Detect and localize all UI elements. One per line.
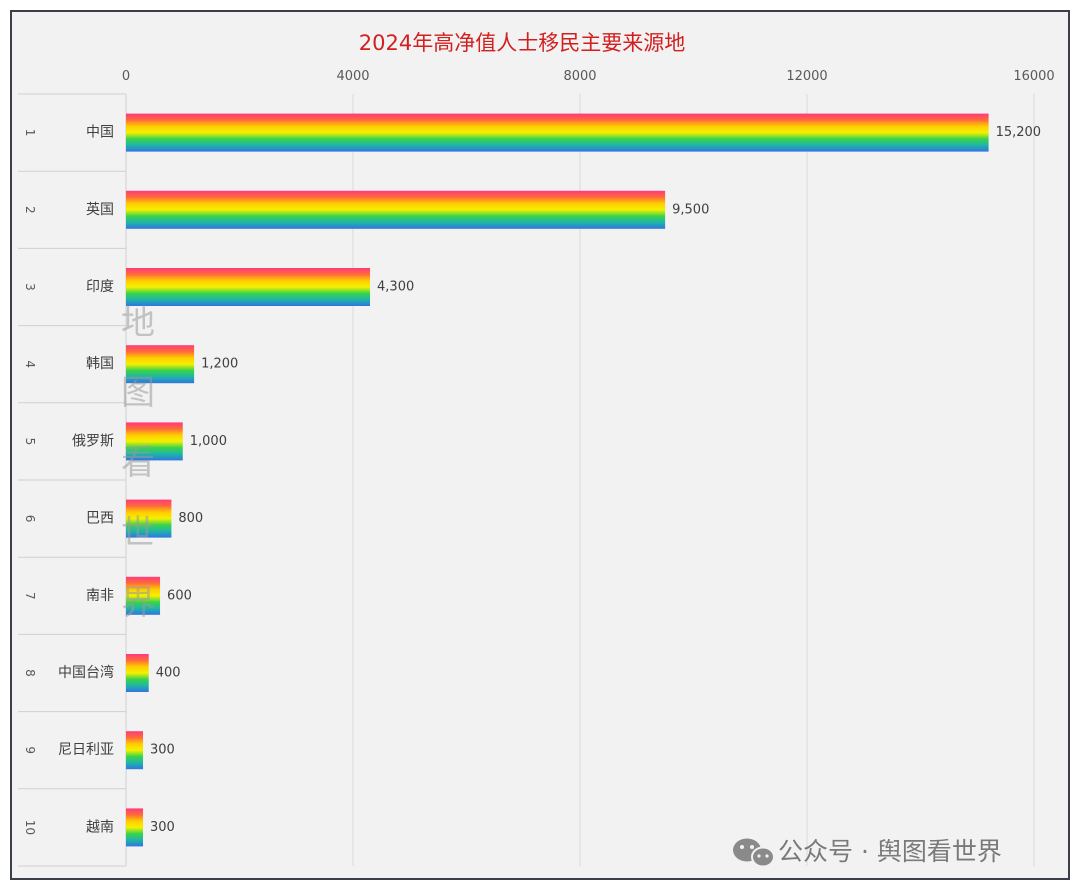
value-label: 1,200: [201, 357, 238, 372]
x-tick-label: 0: [122, 69, 130, 84]
watermark-char: 界: [121, 583, 155, 623]
rank-label: 5: [23, 438, 37, 446]
bar: [126, 576, 161, 615]
bar: [126, 345, 195, 384]
value-label: 800: [178, 511, 203, 526]
rank-label: 9: [23, 746, 37, 754]
rank-label: 3: [23, 283, 37, 291]
watermark-char: 世: [121, 513, 155, 553]
footer-text: 公众号 · 舆图看世界: [778, 837, 1002, 866]
bar-chart: 2024年高净值人士移民主要来源地 0 4000 8000 12000 16000 1 中…: [18, 31, 1055, 868]
category-label: 韩国: [86, 356, 114, 372]
watermark-char: 看: [121, 443, 155, 483]
rank-label: 7: [23, 592, 37, 600]
x-tick-label: 12000: [786, 69, 827, 84]
category-label: 中国: [86, 125, 114, 141]
bar: [126, 731, 144, 770]
rank-label: 4: [23, 360, 37, 368]
category-label: 英国: [86, 201, 114, 218]
wechat-icon: [733, 838, 775, 868]
x-tick-label: 8000: [563, 69, 596, 84]
value-label: 4,300: [377, 280, 414, 295]
category-label: 中国台湾: [58, 664, 114, 681]
bar: [126, 113, 989, 152]
bar: [126, 499, 172, 538]
bars: 15,200 9,500 4,300 1,200 1,000 800 600 400 300 30…: [126, 113, 1042, 847]
chart-title: 2024年高净值人士移民主要来源地: [359, 31, 685, 55]
watermark-char: 地: [121, 303, 155, 343]
bar: [126, 808, 144, 847]
x-tick-label: 4000: [336, 69, 369, 84]
footer: 公众号 · 舆图看世界: [733, 837, 1002, 868]
bar: [126, 422, 183, 461]
rank-label: 8: [23, 669, 37, 677]
category-label: 越南: [86, 819, 114, 835]
watermark-char: 图: [121, 373, 155, 413]
x-axis-tick-labels: 0 4000 8000 12000 16000: [122, 69, 1055, 84]
value-label: 400: [156, 666, 181, 681]
category-rows: 1 中国 2 英国 3 印度 4 韩国 5 俄罗斯 6 巴西 7 南非 8 中国台湾 9 尼日利亚 10 越南: [18, 93, 127, 867]
value-label: 1,000: [190, 434, 227, 449]
value-label: 300: [150, 820, 175, 835]
bar: [126, 190, 666, 229]
rank-label: 6: [23, 515, 37, 523]
category-label: 尼日利亚: [58, 742, 114, 758]
rank-label: 2: [23, 206, 37, 214]
value-label: 300: [150, 743, 175, 758]
x-tick-label: 16000: [1013, 69, 1054, 84]
value-label: 9,500: [672, 202, 709, 217]
chart-frame: 2024年高净值人士移民主要来源地 0 4000 8000 12000 16000 1 中…: [10, 10, 1070, 880]
category-label: 南非: [86, 588, 114, 604]
value-label: 15,200: [996, 125, 1042, 140]
value-label: 600: [167, 588, 192, 603]
rank-label: 10: [23, 820, 37, 835]
category-label: 巴西: [86, 511, 114, 527]
category-label: 俄罗斯: [72, 433, 114, 449]
rank-label: 1: [23, 129, 37, 137]
category-label: 印度: [86, 279, 114, 295]
bar: [126, 654, 149, 692]
bar: [126, 268, 371, 306]
